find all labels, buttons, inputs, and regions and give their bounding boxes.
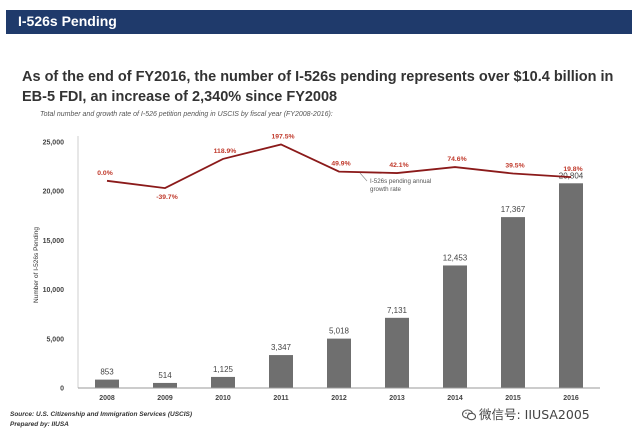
bar-value-label: 17,367 xyxy=(501,205,526,214)
growth-rate-label: 42.1% xyxy=(389,162,408,169)
wechat-icon xyxy=(462,409,476,421)
x-axis: 2008 2009 2010 2011 2012 2013 2014 2015 2016 xyxy=(78,387,600,402)
growth-rate-label: 74.6% xyxy=(447,156,466,163)
page-title: I-526s Pending xyxy=(18,13,117,29)
x-tick-label: 2013 xyxy=(389,395,405,402)
growth-line: 0.0% -39.7% 118.9% 197.5% 49.9% 42.1% 74.6% 39.… xyxy=(97,133,582,201)
bar xyxy=(211,376,235,388)
growth-rate-label: -39.7% xyxy=(156,194,178,201)
bar-value-label: 5,018 xyxy=(329,327,350,336)
y-tick-label: 5,000 xyxy=(46,336,64,343)
bar xyxy=(443,265,467,388)
bar-value-label: 7,131 xyxy=(387,306,408,315)
chart-subtitle: Total number and growth rate of I-526 pe… xyxy=(40,111,333,118)
bar-value-label: 12,453 xyxy=(443,253,468,262)
header-bar: I-526s Pending xyxy=(6,10,632,34)
bar-value-label: 1,125 xyxy=(213,365,234,374)
y-tick-label: 0 xyxy=(60,386,64,393)
y-tick-label: 25,000 xyxy=(43,140,65,147)
growth-rate-label: 19.8% xyxy=(563,166,582,173)
y-axis-label: Number of I-526s Pending xyxy=(33,227,40,303)
x-tick-label: 2016 xyxy=(563,395,579,402)
bar-value-label: 20,804 xyxy=(559,171,584,180)
bars: 853 514 1,125 3,347 5,018 7,131 12,453 17,367 20… xyxy=(95,171,584,388)
bar xyxy=(385,317,409,388)
x-tick-label: 2012 xyxy=(331,395,347,402)
annotation-leader xyxy=(359,172,368,182)
bar-value-label: 514 xyxy=(158,371,172,380)
bar xyxy=(501,217,525,388)
growth-rate-label: 197.5% xyxy=(271,133,294,140)
bar xyxy=(327,338,351,388)
bar-value-label: 853 xyxy=(100,368,114,377)
growth-line-annotation: I-526s pending annual growth rate xyxy=(370,178,431,193)
x-tick-label: 2015 xyxy=(505,395,521,402)
x-tick-label: 2010 xyxy=(215,395,231,402)
x-tick-label: 2009 xyxy=(157,395,173,402)
bar xyxy=(153,382,177,388)
growth-rate-line xyxy=(106,143,572,190)
bar xyxy=(95,379,119,388)
bar xyxy=(559,183,583,388)
x-tick-label: 2014 xyxy=(447,395,463,402)
y-tick-label: 10,000 xyxy=(43,287,65,294)
y-axis: 0 5,000 10,000 15,000 20,000 25,000 Number of … xyxy=(33,136,79,393)
growth-rate-label: 118.9% xyxy=(214,148,237,155)
watermark: 微信号: IIUSA2005 xyxy=(462,404,590,423)
x-tick-label: 2008 xyxy=(99,395,115,402)
source-line: Source: U.S. Citizenship and Immigration… xyxy=(10,411,193,418)
source-notes: Source: U.S. Citizenship and Immigration… xyxy=(10,410,192,430)
headline: As of the end of FY2016, the number of I… xyxy=(22,69,614,105)
growth-rate-label: 39.5% xyxy=(505,163,524,170)
bar xyxy=(269,355,293,388)
watermark-text: 微信号: IIUSA2005 xyxy=(479,407,590,422)
bar-value-label: 3,347 xyxy=(271,343,292,352)
y-tick-label: 20,000 xyxy=(43,189,65,196)
growth-rate-label: 49.9% xyxy=(331,161,350,168)
prepared-by-line: Prepared by: IIUSA xyxy=(10,421,69,428)
x-tick-label: 2011 xyxy=(273,395,288,402)
y-tick-label: 15,000 xyxy=(43,238,65,245)
growth-rate-label: 0.0% xyxy=(97,170,113,177)
